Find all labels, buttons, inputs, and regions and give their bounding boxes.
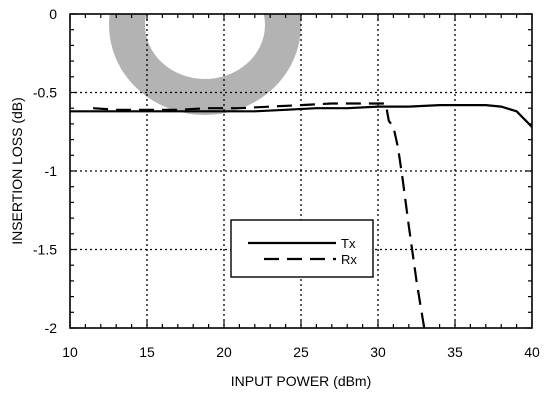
y-tick-label: -0.5 — [33, 85, 57, 101]
axis-ticks — [69, 13, 533, 329]
y-tick-label: -2 — [45, 320, 58, 336]
y-tick-labels: 0 -0.5 -1 -1.5 -2 — [33, 6, 57, 336]
x-tick-label: 40 — [524, 344, 540, 360]
x-tick-label: 15 — [139, 344, 155, 360]
legend-label-tx: Tx — [341, 236, 356, 251]
x-tick-label: 30 — [370, 344, 386, 360]
y-tick-label: -1.5 — [33, 242, 57, 258]
legend-label-rx: Rx — [341, 252, 357, 267]
series-group — [70, 102, 532, 328]
watermark-ring — [109, 14, 301, 115]
series-line-rx — [93, 102, 426, 328]
legend: Tx Rx — [230, 219, 374, 278]
x-tick-label: 20 — [216, 344, 232, 360]
series-line-tx — [70, 103, 532, 128]
x-tick-label: 25 — [293, 344, 309, 360]
watermark-ring-shape — [109, 14, 301, 115]
y-axis-title: INSERTION LOSS (dB) — [9, 97, 25, 245]
x-tick-label: 35 — [447, 344, 463, 360]
y-tick-label: 0 — [49, 6, 57, 22]
y-tick-label: -1 — [45, 163, 58, 179]
x-tick-labels: 10 15 20 25 30 35 40 — [62, 344, 540, 360]
x-axis-title: INPUT POWER (dBm) — [231, 373, 372, 389]
legend-box — [230, 219, 374, 278]
grid-lines — [70, 14, 532, 328]
x-tick-label: 10 — [62, 344, 78, 360]
